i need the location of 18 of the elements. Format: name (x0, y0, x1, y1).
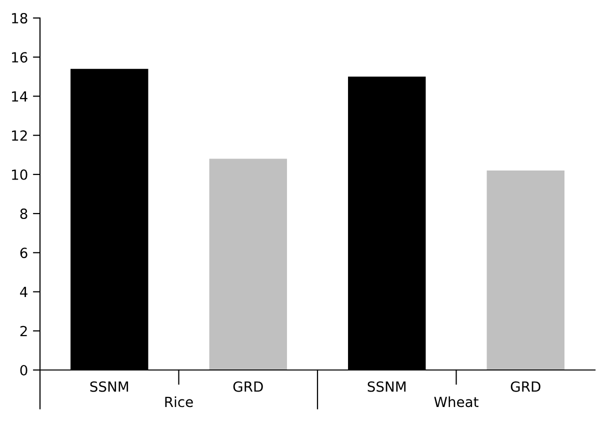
text: Wheat (434, 396, 478, 408)
y-tick-label: 16 (12, 52, 28, 63)
y-tick-label: 8 (20, 208, 28, 220)
text: Rice (165, 396, 193, 408)
y-tick-label: 2 (20, 326, 27, 336)
y-tick-label: 0 (20, 364, 28, 376)
y-tick-label: 4 (20, 286, 28, 298)
y-tick-label: 14 (12, 91, 28, 102)
y-tick-label: 12 (12, 130, 27, 141)
x-tick-label: GRD (510, 381, 540, 392)
x-tick-label: SSNM (368, 381, 406, 392)
y-tick-label: 6 (20, 248, 28, 258)
x-tick-label: GRD (233, 381, 263, 392)
bar (209, 158, 287, 370)
bar (486, 170, 564, 370)
y-tick-label: 10 (12, 169, 28, 180)
x-tick-label: SSNM (90, 381, 128, 392)
y-tick-label: 18 (12, 12, 28, 24)
